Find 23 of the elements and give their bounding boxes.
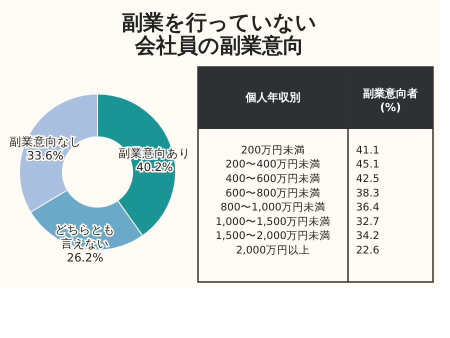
data-label: 36.4 bbox=[356, 202, 380, 214]
category-label: 200〜400万円未満 bbox=[225, 158, 321, 171]
chart-title: 副業を行っていない会社員の副業意向 bbox=[122, 10, 317, 58]
text: 副業意向者 (%) bbox=[363, 87, 418, 114]
data-label: 32.7 bbox=[356, 216, 380, 228]
category-label: 2,000万円以上 bbox=[236, 244, 310, 257]
data-label: 26.2% bbox=[66, 250, 104, 265]
slice-label: 副業意向なし bbox=[9, 134, 82, 148]
data-label: 22.6 bbox=[356, 244, 380, 257]
data-label: 34.2 bbox=[356, 230, 380, 242]
data-label: 45.1 bbox=[356, 158, 380, 171]
category-label: 1,000〜1,500万円未満 bbox=[215, 214, 331, 228]
data-label: 38.3 bbox=[356, 187, 380, 200]
data-label: 33.6% bbox=[27, 148, 64, 162]
category-label: 800〜1,000万円未満 bbox=[220, 200, 326, 214]
text: 個人年収別 bbox=[244, 91, 300, 104]
category-label: 1,500〜2,000万円未満 bbox=[215, 229, 331, 242]
category-label: 600〜800万円未満 bbox=[225, 186, 321, 200]
data-label: 41.1 bbox=[356, 144, 380, 156]
category-label: 200万円未満 bbox=[240, 143, 306, 156]
data-label: 40.2% bbox=[136, 160, 174, 174]
category-label: 400〜600万円未満 bbox=[225, 172, 321, 186]
data-label: 42.5 bbox=[356, 173, 380, 186]
